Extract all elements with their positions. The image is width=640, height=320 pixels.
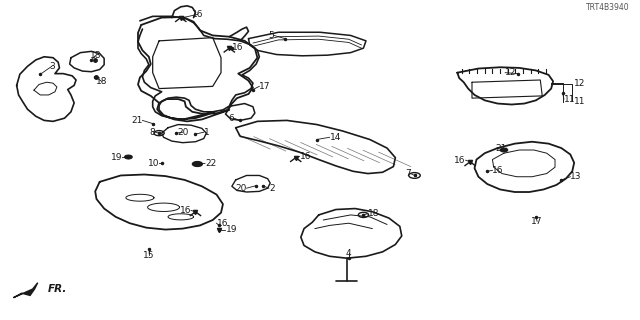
Text: 1: 1: [204, 128, 209, 137]
Text: 10: 10: [148, 159, 159, 168]
Text: 16: 16: [454, 156, 466, 165]
Circle shape: [125, 155, 132, 159]
Circle shape: [500, 148, 508, 152]
Text: 19: 19: [111, 153, 122, 162]
Text: 14: 14: [330, 133, 341, 142]
Text: FR.: FR.: [47, 284, 67, 294]
Text: 3: 3: [49, 62, 54, 71]
Text: 8: 8: [150, 128, 156, 137]
Text: 13: 13: [570, 172, 582, 181]
Text: 17: 17: [259, 82, 271, 91]
Text: 16: 16: [191, 10, 203, 19]
Text: 17: 17: [531, 217, 543, 226]
Text: 16: 16: [232, 43, 243, 52]
Text: 15: 15: [143, 251, 155, 260]
Text: TRT4B3940: TRT4B3940: [586, 3, 630, 12]
Text: 19: 19: [225, 225, 237, 234]
Text: 12: 12: [574, 79, 586, 88]
Text: 18: 18: [96, 77, 108, 86]
Text: 20: 20: [235, 184, 246, 193]
Text: 16: 16: [216, 219, 228, 228]
Text: 2: 2: [269, 184, 275, 193]
Text: 16: 16: [300, 152, 311, 161]
Text: 6: 6: [228, 114, 234, 123]
Text: 16: 16: [492, 166, 504, 175]
Text: 18: 18: [368, 209, 380, 218]
Text: 11: 11: [564, 95, 575, 104]
Text: 4: 4: [346, 249, 351, 258]
Text: 18: 18: [90, 51, 101, 60]
Text: 7: 7: [405, 169, 411, 178]
Text: 21: 21: [495, 144, 506, 153]
Text: 16: 16: [179, 206, 191, 215]
Text: 21: 21: [131, 116, 143, 125]
Text: 5: 5: [268, 31, 274, 40]
Polygon shape: [13, 283, 38, 298]
Circle shape: [192, 162, 202, 166]
Text: 20: 20: [177, 128, 188, 137]
Text: 11: 11: [574, 97, 586, 106]
Text: 22: 22: [205, 159, 216, 168]
Text: 12: 12: [505, 68, 516, 77]
